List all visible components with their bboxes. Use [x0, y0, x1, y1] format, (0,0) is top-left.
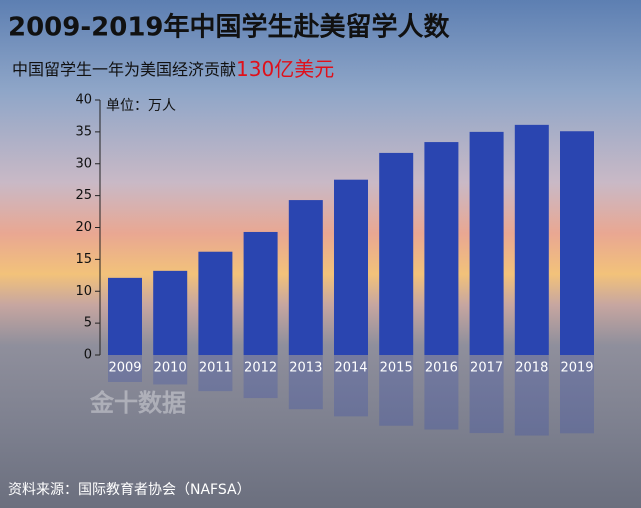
x-tick-label: 2012 [244, 361, 277, 376]
bar-reflection [334, 355, 368, 417]
subtitle-highlight: 130亿美元 [236, 57, 334, 81]
bar-reflection [424, 355, 459, 430]
bar [379, 152, 414, 355]
bar-reflection [108, 355, 142, 382]
x-tick-label: 2013 [289, 361, 322, 376]
bar [243, 231, 278, 355]
x-tick-label: 2011 [199, 361, 232, 376]
x-tick-label: 2018 [515, 361, 548, 376]
bar-reflection [198, 355, 233, 392]
x-tick-label: 2009 [108, 361, 141, 376]
x-tick-label: 2015 [380, 361, 413, 376]
bar [153, 270, 188, 355]
bar-reflection [514, 355, 549, 436]
y-tick-label: 0 [84, 348, 92, 363]
bar [108, 277, 142, 355]
bar [198, 251, 233, 355]
x-tick-label: 2016 [425, 361, 458, 376]
y-tick-label: 5 [84, 316, 92, 331]
subtitle: 中国留学生一年为美国经济贡献130亿美元 [12, 57, 334, 81]
bar-reflection [153, 355, 188, 385]
bar [514, 124, 549, 355]
subtitle-text: 中国留学生一年为美国经济贡献 [12, 60, 236, 79]
source: 资料来源：国际教育者协会（NAFSA） [8, 482, 251, 498]
bar [288, 200, 323, 355]
bar [560, 131, 594, 355]
watermark: 金十数据 [89, 389, 186, 417]
bar [334, 179, 368, 355]
bar-reflection [560, 355, 594, 434]
x-tick-label: 2019 [560, 361, 593, 376]
unit-label: 单位：万人 [106, 98, 176, 114]
x-tick-label: 2017 [470, 361, 503, 376]
x-tick-label: 2014 [334, 361, 367, 376]
bar-reflection [379, 355, 414, 426]
y-tick-label: 40 [75, 93, 92, 108]
y-tick-label: 35 [75, 124, 92, 139]
bar [469, 131, 504, 355]
y-tick-label: 20 [75, 220, 92, 235]
y-tick-label: 25 [75, 188, 92, 203]
y-tick-label: 15 [75, 252, 92, 267]
y-tick-label: 10 [75, 284, 92, 299]
y-tick-label: 30 [75, 156, 92, 171]
bar-reflection [243, 355, 278, 399]
x-tick-label: 2010 [154, 361, 187, 376]
bar-reflection [288, 355, 323, 410]
bar-reflection [469, 355, 504, 434]
bar [424, 142, 459, 355]
chart-title: 2009-2019年中国学生赴美留学人数 [8, 12, 451, 43]
